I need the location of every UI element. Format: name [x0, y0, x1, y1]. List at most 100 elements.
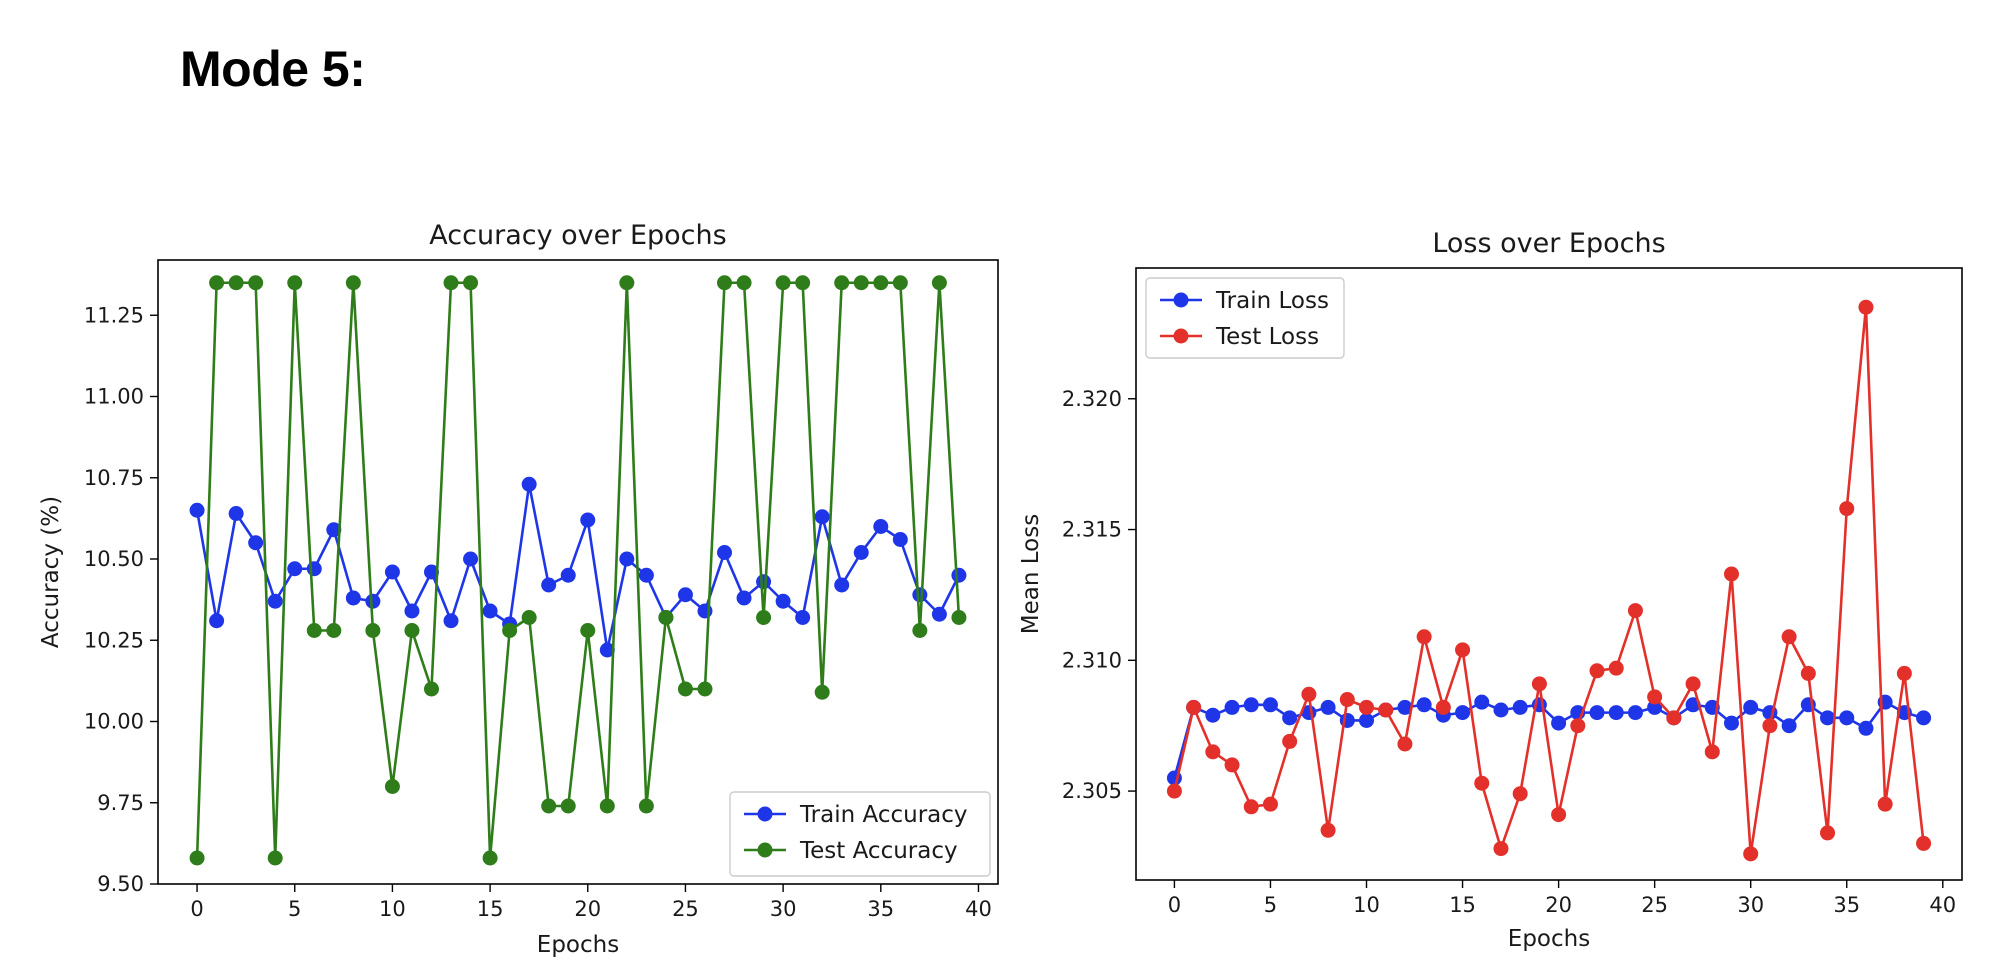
- loss-series-1-point: [1205, 744, 1221, 760]
- accuracy-series-0-point: [560, 567, 576, 583]
- loss-series-1-point: [1262, 796, 1278, 812]
- accuracy-series-0-point: [228, 506, 244, 521]
- accuracy-series-1-point: [384, 779, 400, 794]
- loss-x-tick-label: 5: [1264, 893, 1277, 917]
- accuracy-series-1-point: [306, 623, 322, 638]
- accuracy-series-0-point: [912, 587, 928, 603]
- accuracy-series-1-point: [521, 610, 537, 625]
- accuracy-series-1-point: [795, 275, 811, 291]
- loss-legend-swatch-marker: [1173, 292, 1189, 308]
- accuracy-chart: Accuracy over Epochs 0 5 10 15 20 25 30 35 40 9.50…: [38, 220, 999, 958]
- accuracy-series-0-point: [892, 532, 908, 547]
- loss-series-1-point: [1647, 689, 1663, 705]
- loss-series-0-point: [1224, 699, 1240, 715]
- accuracy-series-0-point: [189, 502, 205, 518]
- loss-series-1-point: [1608, 660, 1624, 676]
- accuracy-series-1-point: [443, 275, 459, 291]
- accuracy-series-line-0: [195, 482, 961, 652]
- accuracy-series-0-point: [267, 593, 283, 609]
- accuracy-x-tick-label: 35: [867, 897, 894, 921]
- accuracy-y-tick-label: 9.50: [97, 872, 144, 896]
- accuracy-series-1-point: [209, 275, 225, 291]
- accuracy-series-0-point: [521, 476, 537, 492]
- accuracy-series-1-point: [736, 275, 752, 291]
- loss-series-1-point: [1627, 603, 1643, 619]
- accuracy-series-1-point: [717, 275, 733, 291]
- accuracy-series-0-point: [365, 593, 381, 609]
- loss-x-axis-label: Epochs: [1508, 926, 1590, 952]
- accuracy-series-1-point: [931, 275, 947, 291]
- accuracy-series-1-point: [677, 681, 693, 697]
- accuracy-series-0-point: [736, 590, 752, 606]
- accuracy-y-axis-label: Accuracy (%): [38, 496, 64, 648]
- loss-series-0-point: [1455, 705, 1471, 721]
- accuracy-series-0-point: [541, 577, 557, 593]
- loss-legend: [1145, 277, 1345, 359]
- accuracy-series-0-point: [795, 610, 811, 625]
- loss-series-0-point: [1916, 710, 1932, 726]
- accuracy-series-0-point: [619, 551, 635, 567]
- accuracy-series-0-point: [209, 613, 225, 629]
- accuracy-x-tick-label: 15: [477, 897, 504, 921]
- accuracy-series-line-1: [195, 281, 961, 860]
- loss-series-0-point: [1647, 699, 1663, 715]
- loss-series-0-point: [1243, 697, 1259, 713]
- loss-x-tick-label: 40: [1929, 893, 1956, 917]
- accuracy-series-0-point: [248, 535, 264, 551]
- loss-series-1-point: [1877, 796, 1893, 812]
- loss-series-1-point: [1474, 775, 1490, 791]
- loss-plot-frame: [1135, 267, 1963, 881]
- accuracy-series-1-point: [892, 275, 908, 291]
- accuracy-series-1-point: [853, 275, 869, 291]
- loss-series-1-point: [1916, 835, 1932, 851]
- accuracy-series-0-point: [580, 512, 596, 528]
- loss-x-tick-label: 25: [1641, 893, 1668, 917]
- loss-series-1-point: [1339, 692, 1355, 708]
- loss-y-tick-label: 2.315: [1062, 518, 1122, 542]
- loss-series-1-point: [1666, 710, 1682, 726]
- accuracy-y-tick-label: 10.50: [84, 547, 144, 571]
- accuracy-series-1-point: [326, 623, 342, 638]
- accuracy-series-0-point: [638, 567, 654, 583]
- accuracy-series-1-point: [228, 275, 244, 291]
- accuracy-series-1-point: [658, 610, 674, 625]
- accuracy-series-0-point: [951, 567, 967, 583]
- accuracy-series-0-point: [443, 613, 459, 629]
- loss-series-0-point: [1781, 718, 1797, 734]
- accuracy-x-tick-label: 5: [288, 897, 301, 921]
- accuracy-series-1-point: [365, 623, 381, 638]
- accuracy-series-1-point: [541, 798, 557, 814]
- accuracy-legend-label: Test Accuracy: [799, 838, 958, 864]
- loss-series-1-point: [1320, 822, 1336, 838]
- accuracy-series-0-point: [717, 545, 733, 560]
- accuracy-series-0-point: [326, 522, 342, 538]
- accuracy-series-0-point: [834, 577, 850, 593]
- accuracy-y-tick-label: 11.25: [84, 303, 144, 327]
- accuracy-y-tick-label: 10.75: [84, 466, 144, 490]
- loss-series-0-point: [1359, 712, 1375, 728]
- loss-x-tick-label: 20: [1545, 893, 1572, 917]
- accuracy-series-0-point: [756, 574, 772, 590]
- loss-y-tick-label: 2.310: [1062, 648, 1122, 672]
- loss-legend-label: Test Loss: [1215, 324, 1319, 350]
- accuracy-series-1-point: [619, 275, 635, 291]
- accuracy-x-tick-label: 25: [672, 897, 699, 921]
- accuracy-series-1-point: [482, 850, 498, 866]
- accuracy-series-0-point: [677, 587, 693, 603]
- loss-chart: Loss over Epochs 0 5 10 15 20 25 30 35 40 2.305 2.3…: [1018, 228, 1963, 952]
- accuracy-series-1-point: [697, 681, 713, 697]
- loss-series-0-point: [1262, 697, 1278, 713]
- accuracy-series-0-point: [423, 564, 439, 580]
- accuracy-series-1-point: [834, 275, 850, 291]
- loss-series-0-point: [1608, 705, 1624, 721]
- accuracy-series-1-point: [248, 275, 264, 291]
- accuracy-y-tick-label: 9.75: [97, 791, 144, 815]
- accuracy-x-axis-label: Epochs: [537, 932, 619, 958]
- loss-series-1-point: [1282, 733, 1298, 749]
- loss-series-1-point: [1455, 642, 1471, 658]
- accuracy-series-0-point: [775, 593, 791, 609]
- loss-series-1-point: [1781, 629, 1797, 645]
- loss-series-0-point: [1397, 699, 1413, 715]
- loss-series-0-point: [1551, 715, 1567, 731]
- accuracy-series-0-point: [599, 642, 615, 658]
